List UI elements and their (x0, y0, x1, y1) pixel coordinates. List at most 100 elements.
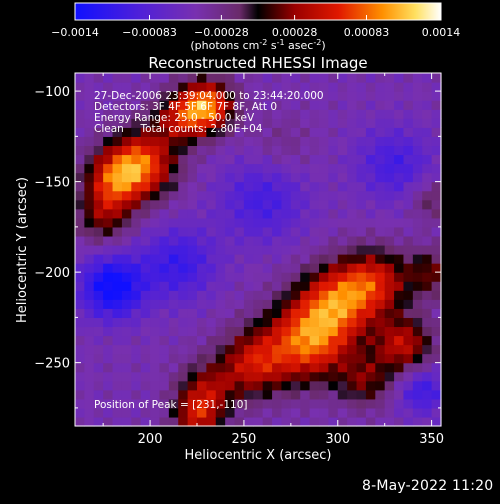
heatmap-cell (150, 344, 161, 355)
heatmap-cell (319, 82, 329, 92)
heatmap-cell (394, 344, 405, 355)
heatmap-cell (375, 398, 386, 409)
heatmap-cell (121, 335, 132, 346)
heatmap-cell (422, 389, 433, 400)
heatmap-cell (290, 263, 301, 273)
heatmap-cell (281, 353, 292, 364)
heatmap-cell (150, 208, 161, 219)
heatmap-cell (347, 73, 358, 83)
heatmap-cell (422, 172, 433, 183)
heatmap-cell (225, 244, 236, 255)
heatmap-cell (431, 136, 442, 147)
heatmap-cell (422, 290, 433, 300)
heatmap-cell (206, 235, 217, 246)
heatmap-cell (375, 389, 386, 400)
heatmap-cell (103, 154, 114, 165)
heatmap-cell (243, 416, 254, 427)
heatmap-cell (206, 172, 217, 183)
heatmap-cell (431, 272, 442, 282)
heatmap-cell (253, 308, 264, 318)
heatmap-cell (168, 398, 179, 409)
heatmap-cell (187, 190, 198, 201)
heatmap-cell (319, 362, 329, 373)
heatmap-cell (262, 145, 273, 156)
heatmap-cell (356, 254, 367, 264)
heatmap-cell (356, 127, 367, 137)
detectors-text: Detectors: 3F 4F 5F 6F 7F 8F, Att 0 (94, 101, 277, 113)
heatmap-cell (272, 416, 283, 427)
heatmap-cell (272, 145, 283, 156)
heatmap-cell (225, 389, 236, 400)
heatmap-cell (112, 398, 123, 409)
heatmap-cell (93, 244, 104, 255)
heatmap-cell (328, 263, 339, 273)
heatmap-cell (300, 290, 311, 300)
heatmap-cell (112, 118, 123, 128)
heatmap-cell (178, 407, 189, 418)
heatmap-cell (262, 371, 273, 382)
heatmap-cell (365, 208, 376, 219)
heatmap-cell (225, 154, 236, 165)
heatmap-cell (234, 362, 245, 373)
heatmap-cell (309, 380, 320, 391)
heatmap-cell (178, 82, 189, 92)
heatmap-cell (328, 344, 339, 355)
heatmap-cell (253, 235, 264, 246)
heatmap-cell (337, 299, 348, 309)
heatmap-cell (422, 398, 433, 409)
heatmap-cell (206, 299, 217, 309)
heatmap-cell (253, 100, 264, 110)
heatmap-cell (197, 308, 207, 318)
heatmap-cell (131, 190, 142, 201)
heatmap-cell (121, 145, 132, 156)
heatmap-cell (178, 398, 189, 409)
heatmap-cell (215, 299, 226, 309)
heatmap-cell (375, 344, 386, 355)
heatmap-cell (206, 181, 217, 192)
heatmap-cell (178, 308, 189, 318)
heatmap-cell (75, 226, 85, 237)
heatmap-cell (187, 109, 198, 119)
heatmap-cell (112, 217, 123, 228)
heatmap-cell (215, 190, 226, 201)
heatmap-cell (365, 154, 376, 165)
heatmap-cell (187, 353, 198, 364)
heatmap-cell (290, 217, 301, 228)
heatmap-cell (215, 380, 226, 391)
heatmap-cell (319, 145, 329, 156)
heatmap-cell (225, 335, 236, 346)
heatmap-cell (300, 308, 311, 318)
heatmap-cell (234, 226, 245, 237)
heatmap-cell (384, 371, 395, 382)
heatmap-cell (365, 91, 376, 101)
y-tick-label: −150 (34, 176, 70, 191)
heatmap-cell (225, 226, 236, 237)
heatmap-cell (243, 281, 254, 291)
heatmap-cell (215, 398, 226, 409)
heatmap-cell (272, 109, 283, 119)
heatmap-cell (243, 244, 254, 255)
heatmap-cell (281, 145, 292, 156)
heatmap-cell (121, 154, 132, 165)
heatmap-cell (84, 335, 95, 346)
heatmap-cell (215, 235, 226, 246)
heatmap-cell (309, 263, 320, 273)
heatmap-cell (375, 308, 386, 318)
heatmap-cell (103, 272, 114, 282)
heatmap-cell (384, 407, 395, 418)
heatmap-cell (234, 281, 245, 291)
heatmap-cell (253, 371, 264, 382)
heatmap-cell (347, 317, 358, 328)
heatmap-cell (365, 380, 376, 391)
heatmap-cell (84, 254, 95, 264)
heatmap-cell (121, 308, 132, 318)
heatmap-cell (300, 100, 311, 110)
heatmap-cell (347, 416, 358, 427)
heatmap-cell (197, 235, 207, 246)
heatmap-cell (403, 407, 414, 418)
heatmap-cell (168, 317, 179, 328)
heatmap-cell (159, 190, 170, 201)
heatmap-cell (262, 154, 273, 165)
heatmap-cell (337, 254, 348, 264)
heatmap-cell (131, 335, 142, 346)
